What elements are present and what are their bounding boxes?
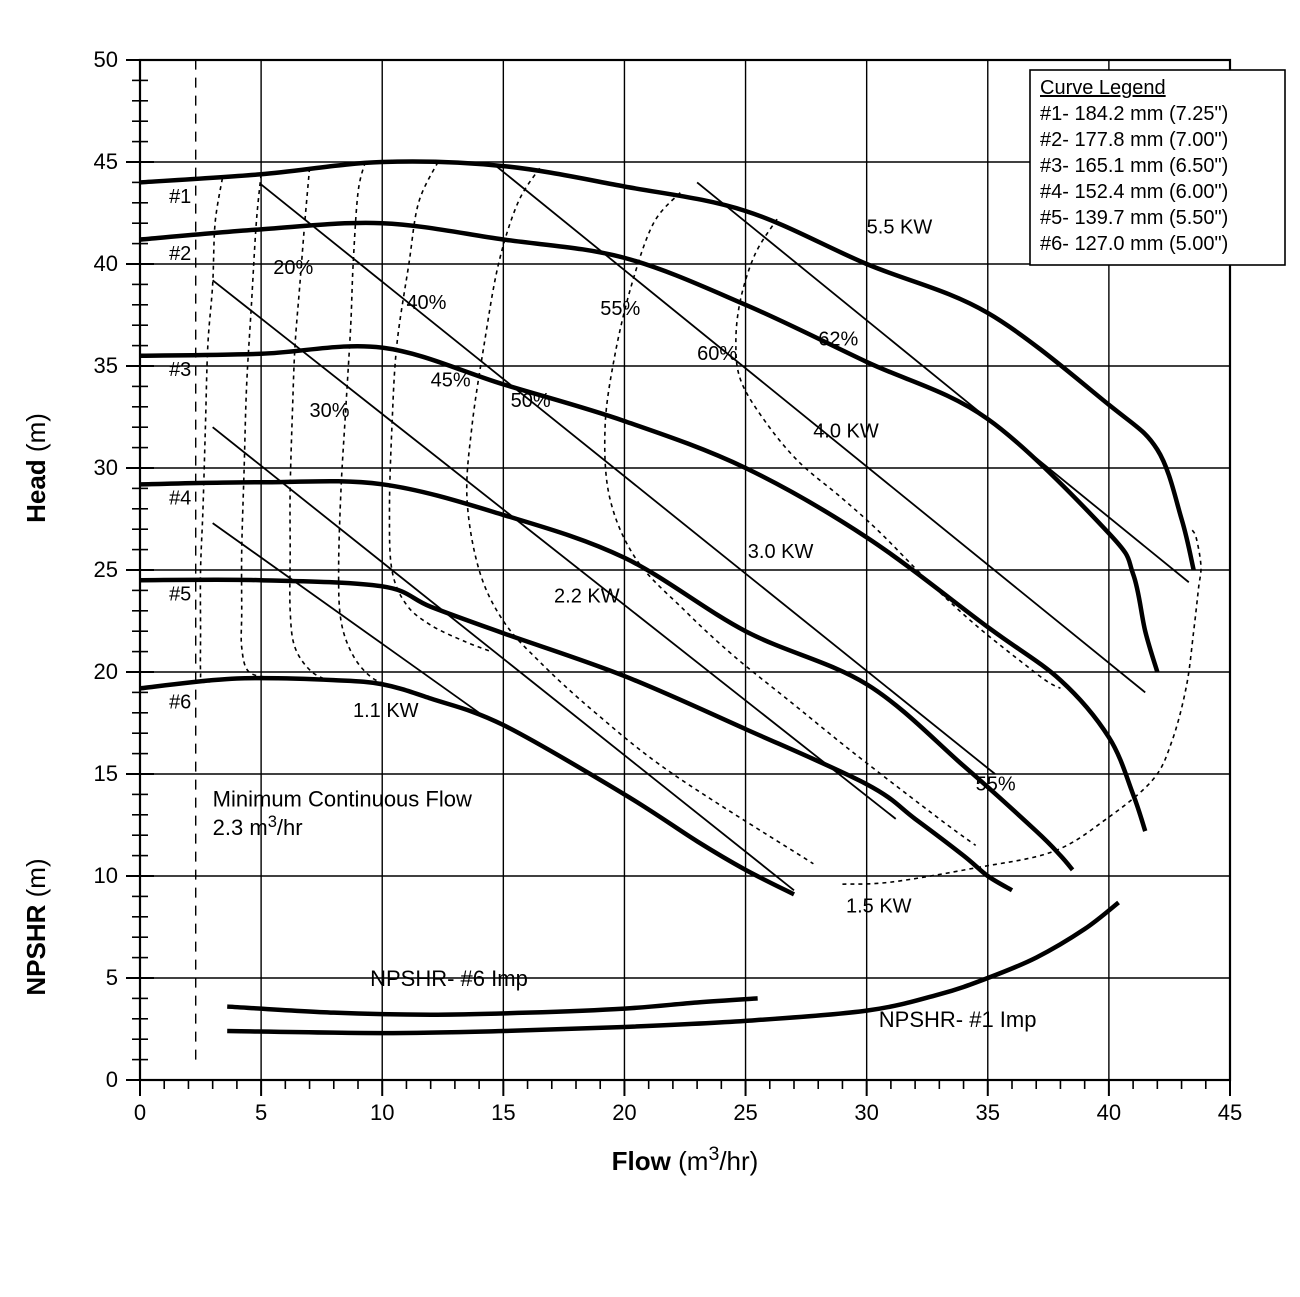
curve-tag: #6 [169, 692, 191, 714]
y-label-head: Head (m) [21, 413, 51, 523]
y-tick-label: 30 [94, 455, 118, 480]
power-label: 1.5 KW [846, 896, 912, 918]
legend-item: #2- 177.8 mm (7.00") [1040, 129, 1228, 151]
mcf-value: 2.3 m3/hr [213, 813, 303, 840]
efficiency-contour [241, 174, 273, 678]
npshr-label: NPSHR- #6 Imp [370, 966, 528, 991]
power-label: 5.5 KW [867, 216, 933, 238]
legend-item: #3- 165.1 mm (6.50") [1040, 155, 1228, 177]
efficiency-label: 20% [273, 257, 313, 279]
power-label: 4.0 KW [813, 420, 879, 442]
power-label: 1.1 KW [353, 700, 419, 722]
efficiency-contour [467, 168, 814, 864]
x-tick-label: 0 [134, 1100, 146, 1125]
legend-item: #4- 152.4 mm (6.00") [1040, 181, 1228, 203]
mcf-label: Minimum Continuous Flow [213, 787, 472, 812]
legend-item: #6- 127.0 mm (5.00") [1040, 233, 1228, 255]
y-tick-label: 45 [94, 149, 118, 174]
x-tick-label: 10 [370, 1100, 394, 1125]
legend-title: Curve Legend [1040, 77, 1166, 99]
y-tick-label: 15 [94, 761, 118, 786]
legend-item: #1- 184.2 mm (7.25") [1040, 103, 1228, 125]
y-tick-label: 10 [94, 863, 118, 888]
efficiency-label: 30% [310, 400, 350, 422]
npshr-curve [227, 998, 757, 1014]
x-tick-label: 15 [491, 1100, 515, 1125]
y-tick-label: 35 [94, 353, 118, 378]
power-label: 3.0 KW [748, 541, 814, 563]
x-tick-label: 20 [612, 1100, 636, 1125]
head-curve [140, 580, 1012, 891]
curve-tag: #4 [169, 488, 191, 510]
npshr-label: NPSHR- #1 Imp [879, 1007, 1037, 1032]
efficiency-label: 40% [406, 292, 446, 314]
x-tick-label: 45 [1218, 1100, 1242, 1125]
y-tick-label: 20 [94, 659, 118, 684]
power-line [213, 523, 479, 713]
x-tick-label: 40 [1097, 1100, 1121, 1125]
curve-tag: #2 [169, 243, 191, 265]
y-tick-label: 0 [106, 1067, 118, 1092]
y-tick-label: 40 [94, 251, 118, 276]
x-label: Flow (m3/hr) [612, 1143, 759, 1176]
x-tick-label: 30 [854, 1100, 878, 1125]
y-tick-label: 25 [94, 557, 118, 582]
x-tick-label: 5 [255, 1100, 267, 1125]
y-label-npshr: NPSHR (m) [21, 858, 51, 995]
curve-tag: #5 [169, 584, 191, 606]
curve-tag: #3 [169, 359, 191, 381]
y-tick-label: 5 [106, 965, 118, 990]
pump-curve-chart: 0 5 10 15 20 25 30 35 40 45 0 5 10 15 20 25 30 35 40 45 50 Mi… [0, 0, 1300, 1297]
efficiency-contour [200, 178, 224, 682]
head-curve [140, 346, 1145, 831]
legend-item: #5- 139.7 mm (5.50") [1040, 207, 1228, 229]
efficiency-contour [339, 162, 395, 686]
y-tick-label: 50 [94, 47, 118, 72]
efficiency-label: 55% [600, 298, 640, 320]
efficiency-contour [736, 219, 1061, 688]
x-tick-label: 25 [733, 1100, 757, 1125]
x-tick-label: 35 [976, 1100, 1000, 1125]
power-label: 2.2 KW [554, 586, 620, 608]
curve-tag: #1 [169, 186, 191, 208]
